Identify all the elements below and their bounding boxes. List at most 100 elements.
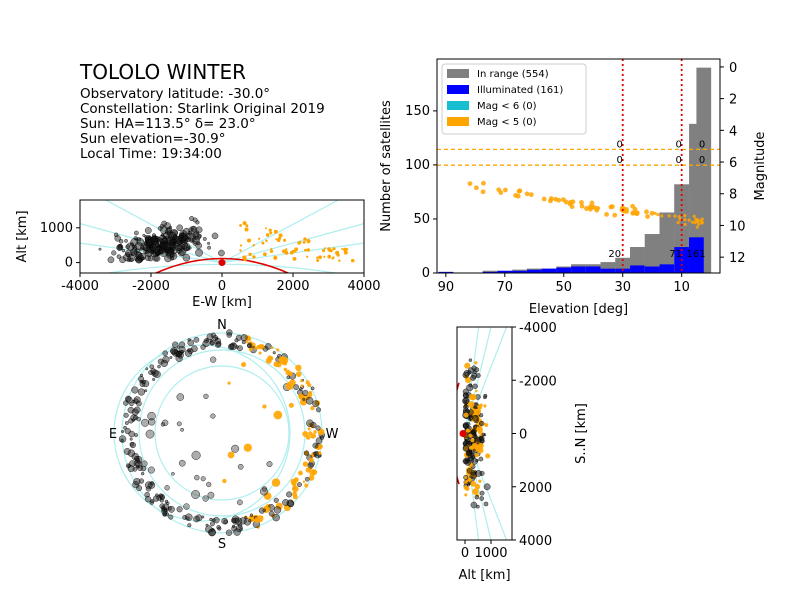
satellite-dot [152,233,156,238]
satellite-dot [107,256,115,264]
satellite-dot [164,222,171,229]
y-tick-label: -4000 [519,321,557,336]
satellite-dot [188,246,192,250]
satellite-dot [151,369,159,377]
magnitude-point [516,188,522,194]
satellite-dot [463,412,469,418]
satellite-dot [470,471,478,479]
y-axis-label: Number of satellites [379,100,394,232]
satellite-dot [126,242,135,251]
satellite-dot [252,244,255,247]
satellite-dot [127,406,135,414]
satellite-dot [136,416,141,422]
magnitude-point [569,204,575,210]
satellite-dot [196,230,199,234]
satellite-dot [298,393,304,399]
magnitude-point [683,222,687,227]
satellite-dot [228,343,235,350]
satellite-dot [302,480,306,483]
satellite-dot [483,422,487,426]
satellite-dot [200,344,206,350]
satellite-dot [170,347,178,355]
satellite-dot [268,510,275,517]
magnitude-point [579,203,585,209]
satellite-dot [165,512,170,517]
satellite-dot [161,220,167,227]
satellite-dot [470,480,477,487]
satellite-dot [163,242,172,250]
satellite-dot [317,451,322,456]
y-axis-label: S..N [km] [574,403,589,464]
satellite-dot [316,407,321,413]
satellite-dot [164,254,172,263]
satellite-dot [315,425,321,431]
satellite-dot [214,336,219,341]
satellite-dot [141,471,145,476]
satellite-dot [175,351,182,357]
count-annotation: 0 [699,139,705,150]
magnitude-point [524,191,530,197]
magnitude-point [634,210,640,216]
satellite-dot [262,508,266,513]
satellite-dot [160,495,165,501]
satellite-dot [310,386,315,391]
satellite-dot [162,350,168,357]
x-tick-label: 2000 [276,279,309,294]
satellite-dot [131,244,135,249]
satellite-dot [318,255,322,260]
satellite-dot [263,492,272,500]
magnitude-point [644,209,649,215]
magnitude-point [528,192,534,198]
y-tick-label: 2000 [519,481,552,496]
satellite-dot [479,496,484,501]
satellite-dot [468,415,474,420]
satellite-dot [483,501,489,507]
satellite-dot [162,237,169,244]
satellite-dot [262,345,269,352]
satellite-dot [247,342,253,348]
satellite-dot [327,254,332,259]
satellite-dot [262,252,267,257]
satellite-dot [243,443,252,452]
magnitude-point [673,214,677,218]
satellite-dot [303,450,309,456]
satellite-dot [479,413,484,418]
satellite-dot [247,336,252,341]
satellite-dot [145,367,149,371]
y2-axis-label: Magnitude [753,132,768,201]
y2-tick-label: 8 [729,188,737,203]
satellite-dot [133,477,141,486]
satellite-dot [470,375,476,381]
satellite-dot [123,253,131,262]
latitude-text: Observatory latitude: -30.0° [80,86,271,102]
satellite-dot [308,457,314,463]
satellite-dot [472,448,476,452]
page-title: TOLOLO WINTER [80,60,247,84]
satellite-dot [319,429,322,432]
satellite-dot [141,418,149,427]
sky-projection [113,329,325,537]
satellite-dot [306,255,309,258]
illuminated-bar [482,271,498,273]
magnitude-point [656,212,660,217]
magnitude-point [676,220,680,225]
satellite-dot [263,506,267,510]
satellite-dot [231,525,237,532]
satellite-dot [180,241,188,250]
satellite-dot [158,493,163,499]
satellite-dot [303,237,307,241]
sun-text: Sun: HA=113.5° δ= 23.0° [80,116,256,132]
satellite-dot [178,459,186,467]
satellite-dot [209,339,216,345]
satellite-dot [316,258,320,263]
satellite-dot [336,253,340,257]
count-annotation: 0 [675,139,681,150]
magnitude-point [695,225,699,229]
satellite-dot [217,526,222,531]
magnitude-point [556,197,562,203]
satellite-dot [133,460,141,467]
satellite-dot [147,481,156,489]
illuminated-bar [585,266,601,273]
y2-tick-label: 10 [729,219,746,234]
satellite-dot [262,404,267,409]
